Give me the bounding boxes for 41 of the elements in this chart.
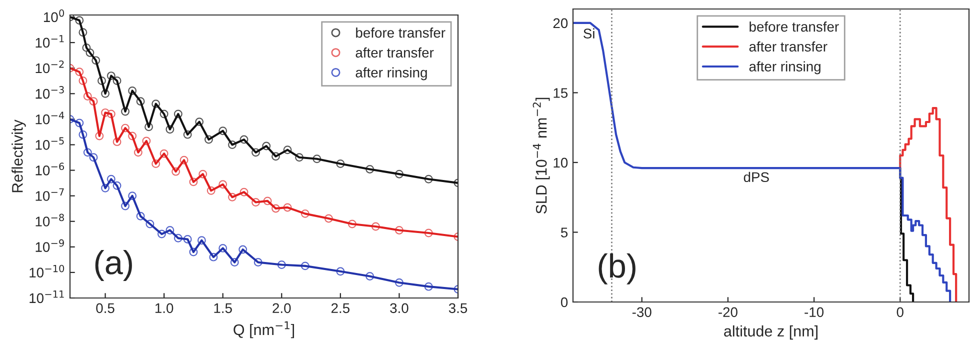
x-axis-title: altitude z [nm] (724, 325, 818, 340)
y-tick-label: 10$^{−11}$ (30, 290, 64, 304)
legend-label: after rinsing (356, 67, 427, 80)
x-tick-label: 1.0 (155, 303, 174, 314)
y-tick-label: 10$^{−1}$ (36, 35, 64, 48)
annotation: dPS (744, 172, 769, 182)
y-tick-label: 5 (560, 228, 568, 238)
x-tick-label: 3.0 (390, 303, 408, 314)
y-tick-label: 10$^{−2}$ (36, 60, 64, 74)
y-tick-label: 10$^{−4}$ (36, 112, 64, 124)
y-axis-title: Reflectivity (12, 120, 26, 192)
y-axis-title: SLD [10$^{−4}$ nm$^{−2}$] (532, 98, 550, 214)
legend-label: before transfer (356, 28, 446, 38)
y-tick-label: 10$^{−8}$ (36, 214, 64, 226)
legend-label: after rinsing (749, 61, 820, 74)
legend-label: before transfer (750, 22, 839, 32)
y-tick-label: 10$^{−10}$ (30, 264, 64, 278)
y-tick-label: 10 (554, 158, 568, 168)
y-tick-label: 10$^{−5}$ (36, 137, 64, 150)
x-tick-label: -30 (632, 307, 652, 318)
y-tick-label: 10$^{−3}$ (36, 86, 64, 99)
x-tick-label: 3.5 (448, 303, 468, 314)
y-tick-label: 10$^{−9}$ (36, 239, 64, 252)
y-tick-label: 10$^{0}$ (44, 9, 64, 22)
y-tick-label: 10$^{−6}$ (36, 162, 64, 176)
x-tick-label: -20 (718, 307, 738, 318)
x-tick-label: 2.5 (331, 303, 350, 314)
annotation: (b) (598, 253, 636, 284)
x-tick-label: 1.5 (214, 303, 232, 314)
y-tick-label: 20 (553, 18, 568, 28)
annotation: Si (584, 28, 594, 38)
y-tick-label: 15 (554, 88, 568, 98)
x-tick-label: -10 (804, 307, 824, 318)
x-tick-label: 2.0 (272, 303, 291, 314)
annotation: (a) (95, 250, 132, 282)
x-axis-title: Q [nm$^{−1}$] (234, 321, 294, 338)
legend-label: after transfer (749, 41, 828, 52)
x-tick-label: 0.5 (96, 303, 114, 314)
x-tick-label: 0 (896, 307, 904, 318)
legend-label: after transfer (356, 47, 434, 58)
y-tick-label: 10$^{−7}$ (36, 188, 64, 201)
